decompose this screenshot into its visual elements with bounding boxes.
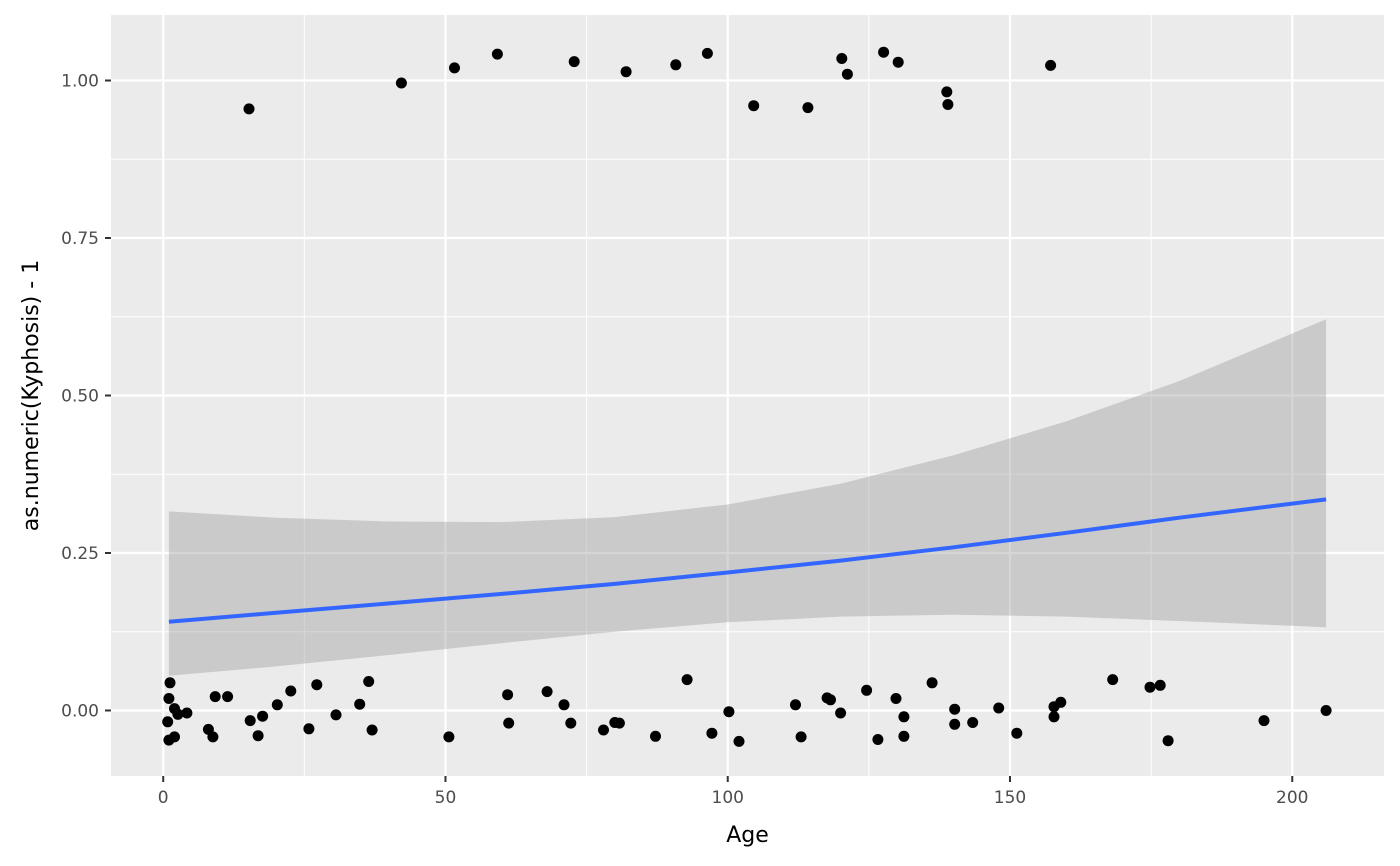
data-point: [209, 691, 221, 703]
data-point: [825, 694, 836, 706]
data-point: [257, 710, 269, 722]
data-point: [1107, 674, 1119, 686]
data-point: [395, 77, 407, 89]
data-point: [836, 53, 848, 64]
data-point: [163, 693, 175, 704]
data-point: [701, 47, 713, 59]
data-point: [311, 679, 323, 691]
data-point: [878, 46, 890, 58]
data-point: [748, 100, 760, 112]
data-point: [898, 711, 910, 723]
data-point: [449, 62, 460, 74]
data-point: [558, 699, 570, 711]
data-point: [502, 689, 514, 701]
data-point: [802, 102, 814, 114]
data-point: [872, 734, 884, 745]
data-point: [181, 707, 193, 719]
data-point: [598, 724, 609, 736]
data-point: [949, 703, 961, 715]
data-point: [1320, 705, 1332, 716]
data-point: [861, 684, 873, 696]
data-point: [898, 730, 910, 742]
data-point: [244, 715, 256, 727]
data-point: [1011, 727, 1023, 739]
data-point: [285, 685, 297, 697]
y-axis-title: as.numeric(Kyphosis) - 1: [19, 260, 44, 531]
data-point: [892, 56, 904, 68]
data-point: [1162, 735, 1174, 747]
y-tick-label: 1.00: [61, 72, 99, 92]
data-point: [890, 693, 902, 704]
data-point: [926, 677, 938, 689]
y-tick-label: 0.00: [61, 701, 99, 721]
data-point: [243, 103, 255, 115]
data-point: [942, 99, 954, 110]
data-point: [164, 677, 176, 689]
x-tick-label: 150: [994, 788, 1026, 808]
data-point: [491, 48, 503, 60]
data-point: [1055, 696, 1067, 708]
data-point: [620, 66, 632, 78]
data-point: [169, 731, 180, 743]
data-point: [941, 86, 953, 98]
data-point: [1258, 715, 1270, 727]
data-point: [613, 717, 625, 729]
data-point: [1154, 679, 1166, 691]
y-tick-label: 0.75: [61, 229, 99, 249]
data-point: [541, 686, 553, 698]
data-point: [354, 698, 366, 710]
data-point: [330, 709, 342, 721]
data-point: [303, 723, 315, 735]
data-point: [207, 731, 219, 743]
data-point: [835, 707, 847, 719]
data-point: [733, 735, 745, 747]
data-point: [795, 731, 807, 743]
y-axis: 0.00 0.25 0.50 0.75 1.00: [61, 72, 111, 721]
data-point: [670, 59, 682, 71]
grid-major: [111, 15, 1384, 776]
data-point: [363, 676, 375, 687]
x-tick-label: 100: [712, 788, 744, 808]
data-point: [271, 699, 283, 711]
data-point: [993, 702, 1005, 714]
data-point: [967, 717, 979, 728]
x-axis: 0 50 100 150 200: [158, 776, 1308, 808]
data-point: [841, 68, 853, 80]
data-point: [1045, 59, 1057, 71]
data-point: [681, 674, 693, 686]
data-point: [222, 691, 234, 703]
data-point: [443, 731, 455, 743]
x-tick-label: 200: [1276, 788, 1308, 808]
data-point: [162, 716, 174, 728]
confidence-ribbon: [168, 319, 1327, 676]
x-axis-title: Age: [726, 823, 769, 848]
data-point: [172, 708, 184, 720]
data-point: [723, 706, 735, 718]
data-point: [252, 730, 264, 742]
smooth-line: [168, 497, 1327, 624]
data-point: [565, 717, 577, 729]
data-points: [162, 46, 1332, 747]
y-tick-label: 0.25: [61, 544, 99, 564]
data-point: [650, 730, 661, 742]
data-point: [503, 717, 515, 729]
x-tick-label: 0: [158, 788, 169, 808]
data-point: [366, 724, 378, 736]
data-point: [568, 56, 580, 68]
data-point: [1048, 711, 1060, 723]
x-tick-label: 50: [435, 788, 457, 808]
data-point: [1144, 681, 1156, 693]
data-point: [790, 699, 801, 711]
data-point: [949, 718, 961, 730]
y-tick-label: 0.50: [61, 387, 99, 407]
data-point: [706, 727, 718, 739]
